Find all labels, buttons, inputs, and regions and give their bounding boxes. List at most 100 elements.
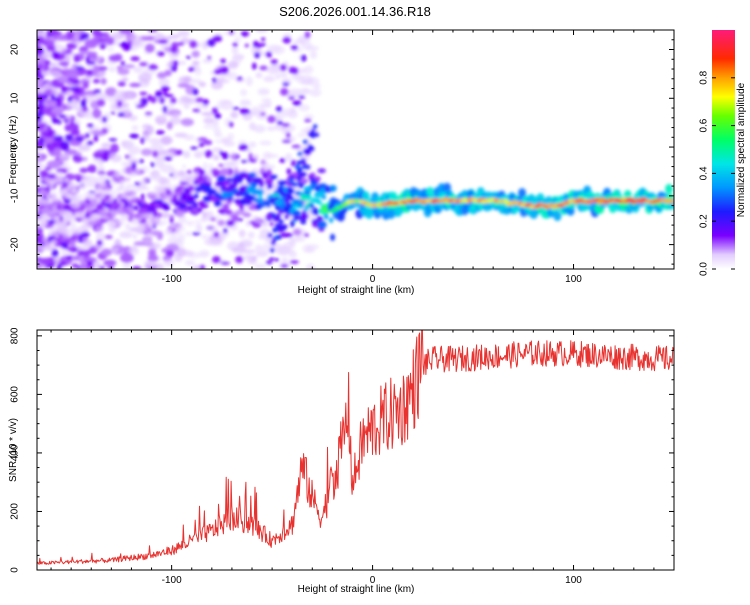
spectrogram-cell bbox=[204, 150, 213, 158]
spectrogram-cell bbox=[127, 153, 135, 162]
spectrogram-cell bbox=[169, 216, 174, 224]
colorbar-tick-label: 0.4 bbox=[699, 166, 710, 180]
spectrogram-cell bbox=[252, 177, 263, 184]
spectrogram-cell bbox=[90, 199, 98, 205]
colorbar-tick-label: 0.2 bbox=[699, 214, 710, 228]
spectrogram-cell bbox=[69, 86, 79, 91]
spectrogram-cell bbox=[130, 193, 136, 200]
spectrogram-cell bbox=[156, 51, 165, 57]
spectrogram-cell bbox=[147, 254, 159, 262]
spectrogram-x-tick-label: 0 bbox=[370, 274, 376, 285]
spectrogram-cell bbox=[69, 119, 75, 128]
spectrogram-cell bbox=[129, 34, 142, 45]
spectrogram-cell bbox=[232, 42, 238, 48]
spectrogram-cell bbox=[218, 163, 224, 167]
spectrogram-cell bbox=[242, 212, 252, 218]
spectrogram-frame bbox=[36, 29, 675, 270]
snr-y-tick-label: 600 bbox=[10, 386, 21, 403]
spectrogram-cell bbox=[92, 260, 101, 269]
spectrogram-cell bbox=[253, 124, 266, 133]
spectrogram-cell bbox=[261, 97, 269, 104]
spectrogram-cell bbox=[255, 217, 263, 224]
spectrogram-cell bbox=[140, 148, 153, 156]
spectrogram-cell bbox=[170, 168, 178, 175]
spectrogram-cell bbox=[71, 263, 79, 269]
spectrogram-cell bbox=[60, 177, 69, 183]
spectrogram-cell bbox=[123, 64, 136, 69]
spectrogram-cell bbox=[131, 162, 137, 170]
spectrogram-cell bbox=[204, 238, 215, 246]
spectrogram-cell bbox=[100, 155, 109, 162]
spectrogram-cell bbox=[218, 79, 230, 84]
spectrogram-cell bbox=[286, 168, 292, 175]
spectrogram-cell bbox=[288, 239, 296, 248]
colorbar-label: Normalized spectral amplitude bbox=[736, 82, 747, 217]
spectrogram-cell bbox=[109, 104, 121, 111]
spectrogram-cell bbox=[112, 202, 121, 208]
snr-series-line bbox=[37, 330, 674, 565]
spectrogram-cell bbox=[93, 134, 99, 143]
snr-y-ticks: 0 200 400 600 800 bbox=[10, 327, 674, 573]
spectrogram-cell bbox=[61, 241, 68, 249]
spectrogram-cell bbox=[312, 207, 319, 216]
spectrogram-cell bbox=[166, 121, 173, 130]
spectrogram-cell bbox=[258, 188, 264, 196]
spectrogram-cell bbox=[42, 94, 49, 99]
spectrogram-cell bbox=[80, 184, 87, 190]
spectrogram-cell bbox=[214, 214, 221, 221]
spectrogram-cell bbox=[80, 197, 86, 203]
spectrogram-cell bbox=[270, 59, 278, 65]
spectrogram-cell bbox=[279, 64, 287, 72]
spectrogram-cell bbox=[328, 217, 334, 224]
spectrogram-cell bbox=[221, 180, 231, 186]
spectrogram-cell bbox=[198, 142, 205, 148]
spectrogram-cell bbox=[131, 125, 139, 131]
spectrogram-cell bbox=[188, 185, 195, 192]
spectrogram-cell bbox=[37, 198, 46, 203]
spectrogram-cell bbox=[168, 33, 181, 40]
spectrogram-cell bbox=[186, 97, 199, 104]
spectrogram-cell bbox=[544, 196, 553, 207]
spectrogram-cell bbox=[121, 77, 129, 82]
spectrogram-cell bbox=[109, 152, 119, 162]
spectrogram-cell bbox=[183, 134, 195, 141]
spectrogram-cell bbox=[163, 156, 173, 161]
spectrogram-cell bbox=[143, 177, 149, 183]
spectrogram-cell bbox=[37, 44, 41, 49]
spectrogram-cell bbox=[228, 151, 237, 160]
spectrogram-cell bbox=[73, 155, 83, 163]
spectrogram-cell bbox=[92, 78, 101, 84]
spectrogram-cell bbox=[52, 51, 61, 59]
spectrogram-cell bbox=[69, 182, 79, 189]
spectrogram-cell bbox=[77, 144, 91, 152]
spectrogram-cell bbox=[46, 160, 61, 169]
spectrogram-cell bbox=[158, 77, 170, 88]
spectrogram-cell bbox=[37, 140, 42, 148]
spectrogram-cell bbox=[260, 112, 266, 116]
spectrogram-cell bbox=[284, 213, 290, 220]
spectrogram-cell bbox=[93, 151, 103, 159]
spectrogram-cell bbox=[141, 98, 148, 105]
spectrogram-cell bbox=[238, 143, 248, 151]
spectrogram-cell bbox=[289, 260, 299, 264]
spectrogram-cell bbox=[212, 147, 223, 153]
spectrogram-cell bbox=[119, 231, 133, 239]
spectrogram-cell bbox=[60, 249, 71, 256]
spectrogram-cell bbox=[114, 170, 122, 178]
spectrogram-x-label: Height of straight line (km) bbox=[298, 285, 415, 296]
spectrogram-cell bbox=[120, 60, 126, 66]
spectrogram-cell bbox=[177, 30, 190, 37]
spectrogram-cell bbox=[152, 209, 158, 218]
spectrogram-cell bbox=[300, 158, 306, 164]
spectrogram-cell bbox=[292, 39, 304, 45]
spectrogram-cell bbox=[145, 35, 155, 41]
spectrogram-cell bbox=[51, 117, 59, 124]
spectrogram-cell bbox=[389, 191, 398, 202]
spectrogram-y-tick-label: -20 bbox=[10, 237, 21, 252]
spectrogram-cell bbox=[86, 69, 94, 76]
spectrogram-cell bbox=[101, 142, 112, 149]
spectrogram-x-tick-label: 100 bbox=[565, 274, 582, 285]
spectrogram-cell bbox=[259, 180, 265, 188]
spectrogram-cell bbox=[192, 88, 199, 96]
spectrogram-cell bbox=[146, 125, 154, 135]
